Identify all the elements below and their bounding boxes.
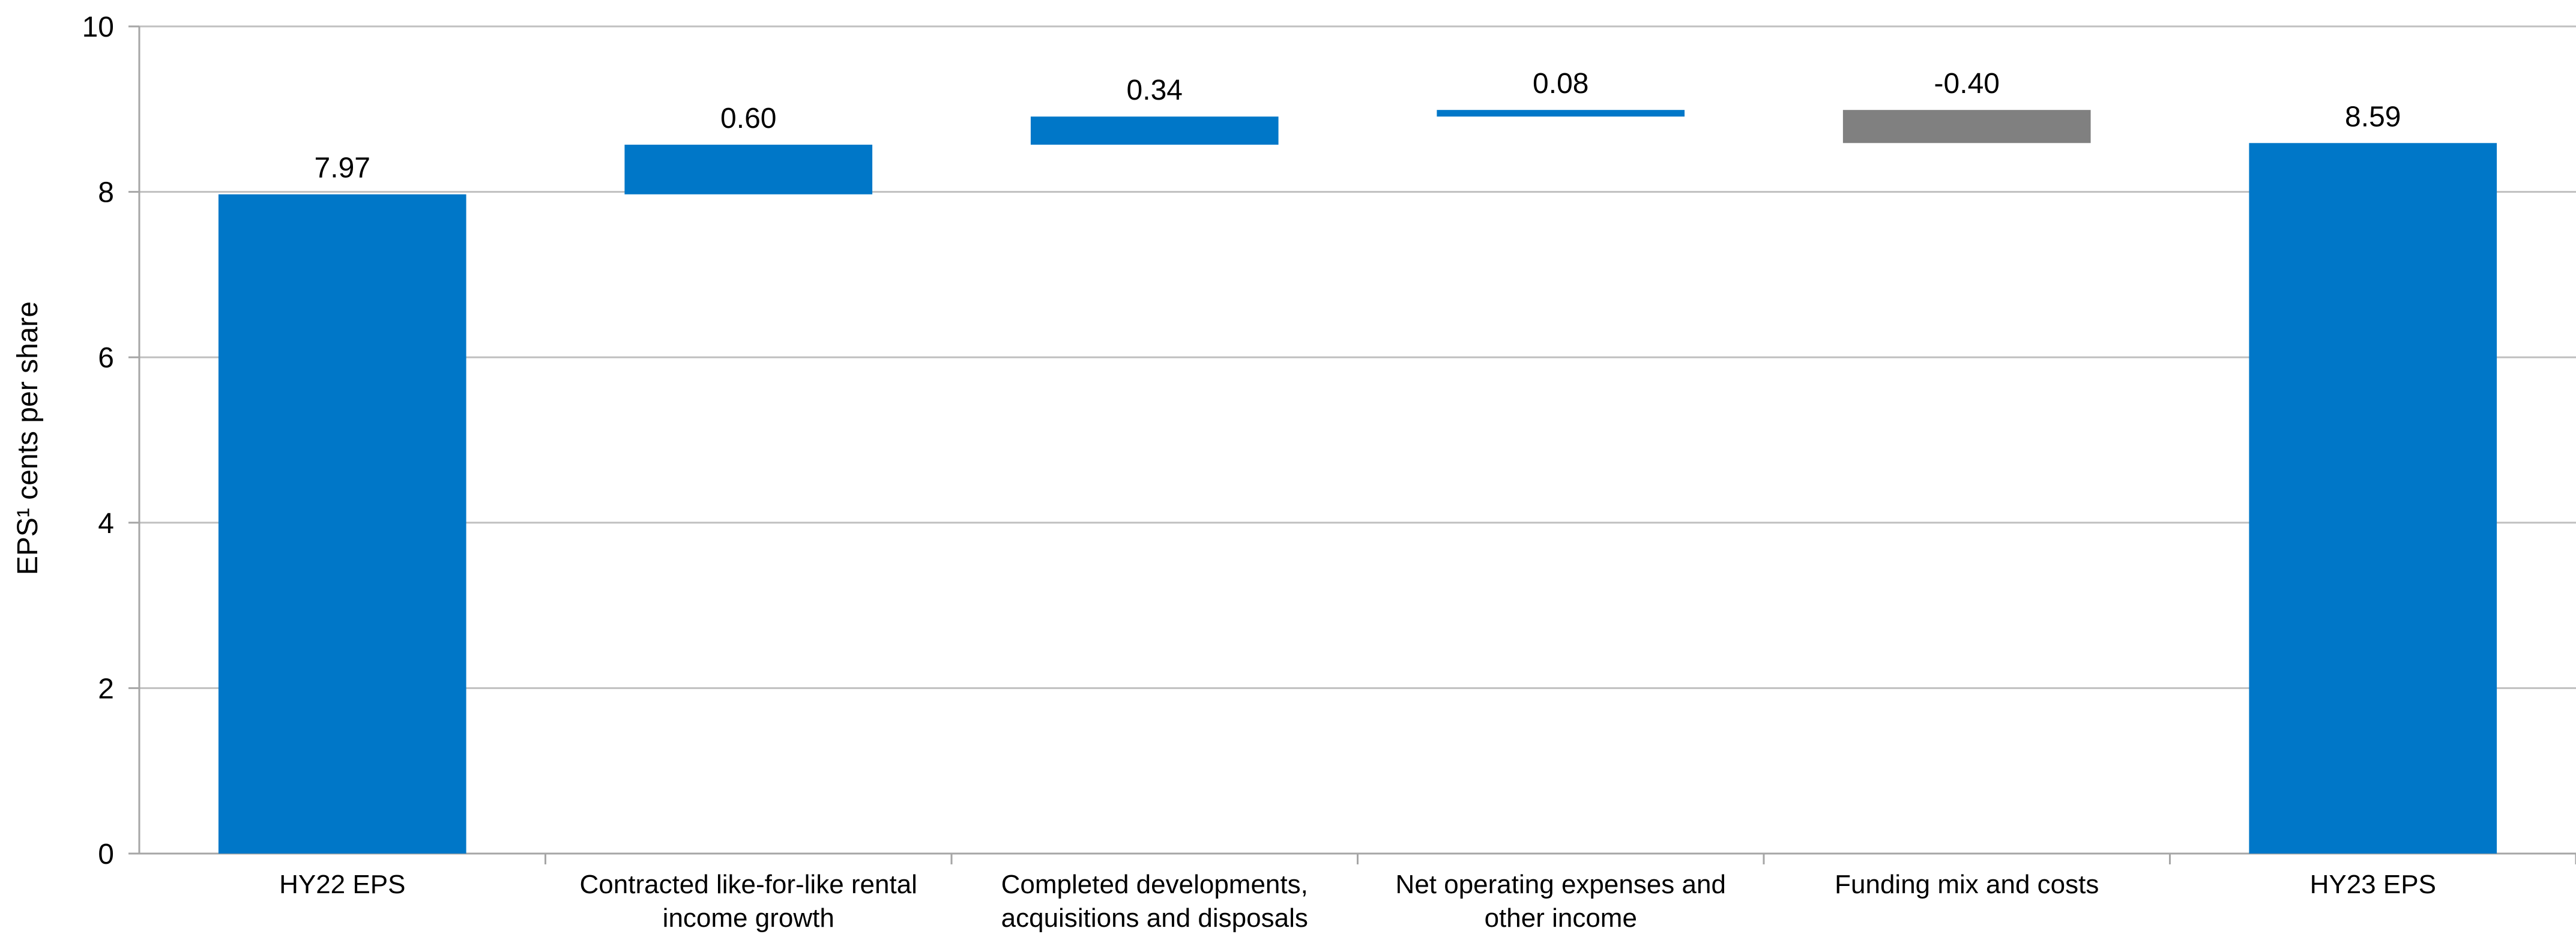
bar-value-label: 0.34 [1127, 74, 1183, 106]
y-tick-label: 10 [82, 11, 114, 43]
bar-value-label: 0.60 [720, 103, 776, 134]
y-tick-label: 6 [98, 342, 114, 374]
category-label: income growth [663, 903, 834, 933]
category-label: HY22 EPS [279, 870, 405, 899]
bars [218, 110, 2497, 854]
category-label: Net operating expenses and [1396, 870, 1726, 899]
y-tick-label: 2 [98, 673, 114, 705]
category-label: HY23 EPS [2310, 870, 2436, 899]
bar-5 [1842, 110, 2091, 143]
y-tick-label: 0 [98, 839, 114, 870]
y-tick-labels: 0 2 4 6 8 10 [82, 11, 114, 870]
axes [128, 25, 2576, 864]
bar-4 [1437, 110, 1685, 117]
bar-value-label: 7.97 [315, 152, 370, 184]
category-label: other income [1485, 903, 1637, 933]
category-label: acquisitions and disposals [1001, 903, 1308, 933]
gridlines [139, 25, 2576, 689]
category-label: Completed developments, [1001, 870, 1308, 899]
category-label: Funding mix and costs [1835, 870, 2099, 899]
y-tick-label: 4 [98, 508, 114, 540]
bar-2 [624, 145, 873, 194]
bar-value-label: 8.59 [2345, 101, 2401, 133]
bar-6 [2249, 143, 2497, 854]
bar-value-label: 0.08 [1533, 68, 1588, 100]
bar-1 [218, 194, 466, 854]
category-label: Contracted like-for-like rental [580, 870, 917, 899]
y-axis-title: EPS¹ cents per share [12, 301, 44, 575]
category-labels: HY22 EPS Contracted like-for-like rental i… [279, 870, 2436, 933]
bar-value-label: -0.40 [1934, 68, 2000, 100]
data-labels: 7.97 0.60 0.34 0.08 -0.40 8.59 [315, 68, 2401, 184]
y-tick-label: 8 [98, 177, 114, 209]
bar-3 [1030, 116, 1279, 145]
